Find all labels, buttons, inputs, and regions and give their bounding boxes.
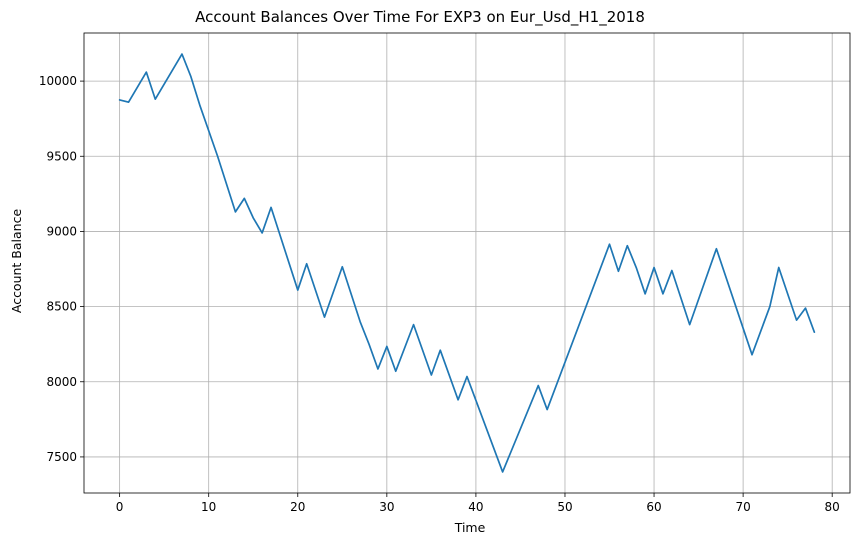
chart-title: Account Balances Over Time For EXP3 on E…: [195, 8, 645, 27]
x-tick-label: 50: [557, 500, 572, 514]
x-tick-label: 70: [735, 500, 750, 514]
x-axis-label: Time: [454, 520, 486, 535]
x-tick-label: 80: [825, 500, 840, 514]
x-tick-label: 0: [116, 500, 124, 514]
grid-layer: [84, 33, 850, 493]
y-tick-label: 8500: [46, 300, 77, 314]
balance-series-line: [118, 53, 816, 473]
y-axis-label: Account Balance: [9, 209, 24, 314]
x-tick-label: 40: [468, 500, 483, 514]
y-axis-ticks: 7500 8000 8500 9000 9500 10000: [39, 74, 84, 464]
y-tick-label: 9500: [46, 149, 77, 163]
series-layer: [118, 53, 816, 473]
x-tick-label: 20: [290, 500, 305, 514]
x-tick-label: 10: [201, 500, 216, 514]
x-axis-ticks: 0 10 20 30 40 50 60 70 80: [116, 493, 840, 514]
plot-frame: [83, 32, 851, 494]
x-tick-label: 30: [379, 500, 394, 514]
y-tick-label: 10000: [39, 74, 77, 88]
y-tick-label: 7500: [46, 450, 77, 464]
y-tick-label: 8000: [46, 375, 77, 389]
x-tick-label: 60: [646, 500, 661, 514]
y-tick-label: 9000: [46, 224, 77, 238]
